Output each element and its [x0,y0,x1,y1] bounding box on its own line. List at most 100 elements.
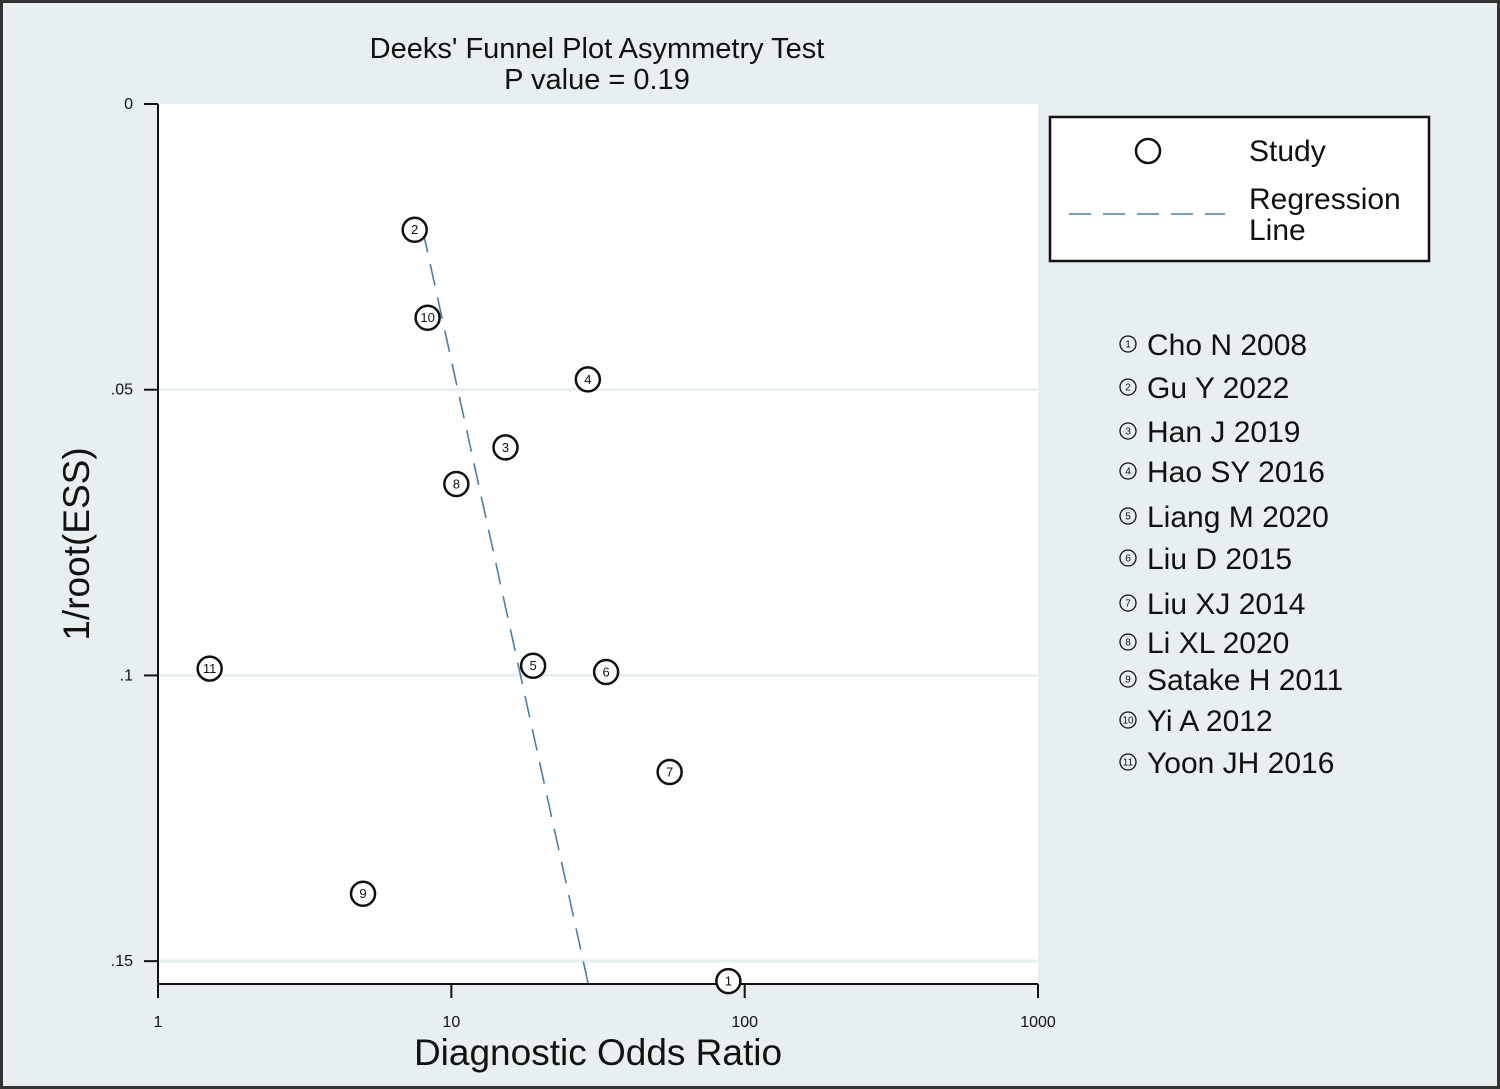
chart-title: Deeks' Funnel Plot Asymmetry Test [370,33,825,65]
study-number-badge [1119,335,1137,353]
study-point: 3 [492,434,519,461]
study-point-number: 10 [420,310,434,325]
study-point-marker [519,652,547,679]
funnel-plot-chart: Deeks' Funnel Plot Asymmetry Test P valu… [56,33,1431,1073]
study-point: 6 [592,658,620,686]
study-list-item: 9 Satake H 2011 [1119,664,1343,697]
study-point-number: 6 [602,665,609,680]
study-list: 1 Cho N 2008 2 Gu Y 2022 3 Han J 2019 4 Hao SY … [1119,329,1343,780]
study-number: 5 [1125,512,1131,523]
study-point-marker [574,366,602,393]
study-point: 10 [414,304,441,331]
study-number-badge [1119,670,1137,688]
y-axis-label: 1/root(ESS) [56,447,97,640]
study-name: Cho N 2008 [1147,329,1307,362]
study-point: 1 [715,967,742,995]
y-tick-label: .15 [111,953,133,970]
study-point-number: 4 [584,372,591,387]
study-point: 8 [443,470,470,498]
study-point: 2 [401,216,428,243]
study-point-number: 2 [411,222,418,237]
study-number: 10 [1122,716,1134,727]
study-name: Liang M 2020 [1147,501,1329,534]
study-point-number: 11 [203,661,217,676]
study-number-badge [1119,549,1137,567]
x-tick-label: 100 [731,1014,758,1031]
study-name: Satake H 2011 [1147,664,1343,697]
legend: Study Regression Line [1048,115,1431,263]
study-point: 5 [519,652,547,679]
axes-layer: 0 .05 .1 .15 1 10 100 1000 [111,96,1056,1031]
study-name: Yoon JH 2016 [1147,747,1334,780]
study-point: 11 [196,655,223,682]
study-list-item: 6 Liu D 2015 [1119,543,1292,576]
study-number: 7 [1125,599,1131,610]
study-point-number: 3 [502,440,509,455]
legend-regression-label: Regression [1249,183,1401,216]
chart-subtitle: P value = 0.19 [504,64,690,96]
legend-study-symbol [1134,137,1162,165]
study-list-item: 1 Cho N 2008 [1119,329,1307,362]
study-list-item: 3 Han J 2019 [1119,416,1300,449]
study-point-number: 5 [529,658,536,673]
study-list-item: 4 Hao SY 2016 [1119,456,1325,489]
points-layer: 1 2 3 4 5 6 7 8 9 10 11 [196,216,742,995]
study-point-number: 7 [666,765,673,780]
study-list-item: 5 Liang M 2020 [1119,501,1329,534]
study-number: 4 [1125,467,1131,478]
y-tick-label: 0 [124,96,133,113]
study-point: 4 [574,366,602,393]
study-number-badge [1119,594,1137,612]
study-point-marker [656,758,683,786]
study-point-number: 1 [725,974,732,989]
study-point-marker [196,655,223,682]
study-point: 9 [349,880,377,907]
study-list-item: 8 Li XL 2020 [1119,627,1289,660]
study-number-badge [1119,633,1137,651]
study-number: 3 [1125,427,1131,438]
study-point-marker [592,658,620,686]
study-number-badge [1119,462,1137,480]
x-tick-label: 1 [154,1014,163,1031]
study-number: 8 [1125,638,1131,649]
study-name: Han J 2019 [1147,416,1300,449]
legend-regression-label-line2: Line [1249,214,1306,247]
y-tick-label: .05 [111,382,133,399]
legend-box [1048,115,1431,263]
study-number-badge [1119,378,1137,396]
study-name: Yi A 2012 [1147,705,1273,738]
study-point-marker [715,967,742,995]
study-number-badge [1119,753,1137,771]
study-point-marker [443,470,470,498]
study-number: 2 [1125,383,1131,394]
legend-study-label: Study [1249,135,1326,168]
study-name: Liu D 2015 [1147,543,1292,576]
study-list-item: 10 Yi A 2012 [1119,705,1273,738]
study-number-badge [1119,422,1137,440]
study-point: 7 [656,758,683,786]
study-point-marker [414,304,441,331]
study-point-marker [401,216,428,243]
study-number-badge [1119,507,1137,525]
study-point-number: 9 [359,886,366,901]
study-name: Hao SY 2016 [1147,456,1325,489]
study-list-item: 7 Liu XJ 2014 [1119,588,1305,621]
study-list-item: 2 Gu Y 2022 [1119,372,1289,405]
study-name: Gu Y 2022 [1147,372,1289,405]
y-tick-label: .1 [120,667,133,684]
study-list-item: 11 Yoon JH 2016 [1119,747,1334,780]
plot-area [158,104,1038,984]
x-axis-label: Diagnostic Odds Ratio [414,1032,782,1073]
study-number-badge [1119,711,1137,729]
study-name: Liu XJ 2014 [1147,588,1305,621]
study-point-marker [349,880,377,907]
study-number: 6 [1125,554,1131,565]
study-point-marker [492,434,519,461]
regression-line [422,230,590,985]
study-point-number: 8 [453,477,460,492]
regression-layer [422,230,590,985]
study-number: 1 [1125,340,1131,351]
study-number: 9 [1125,675,1131,686]
x-tick-label: 1000 [1020,1014,1056,1031]
